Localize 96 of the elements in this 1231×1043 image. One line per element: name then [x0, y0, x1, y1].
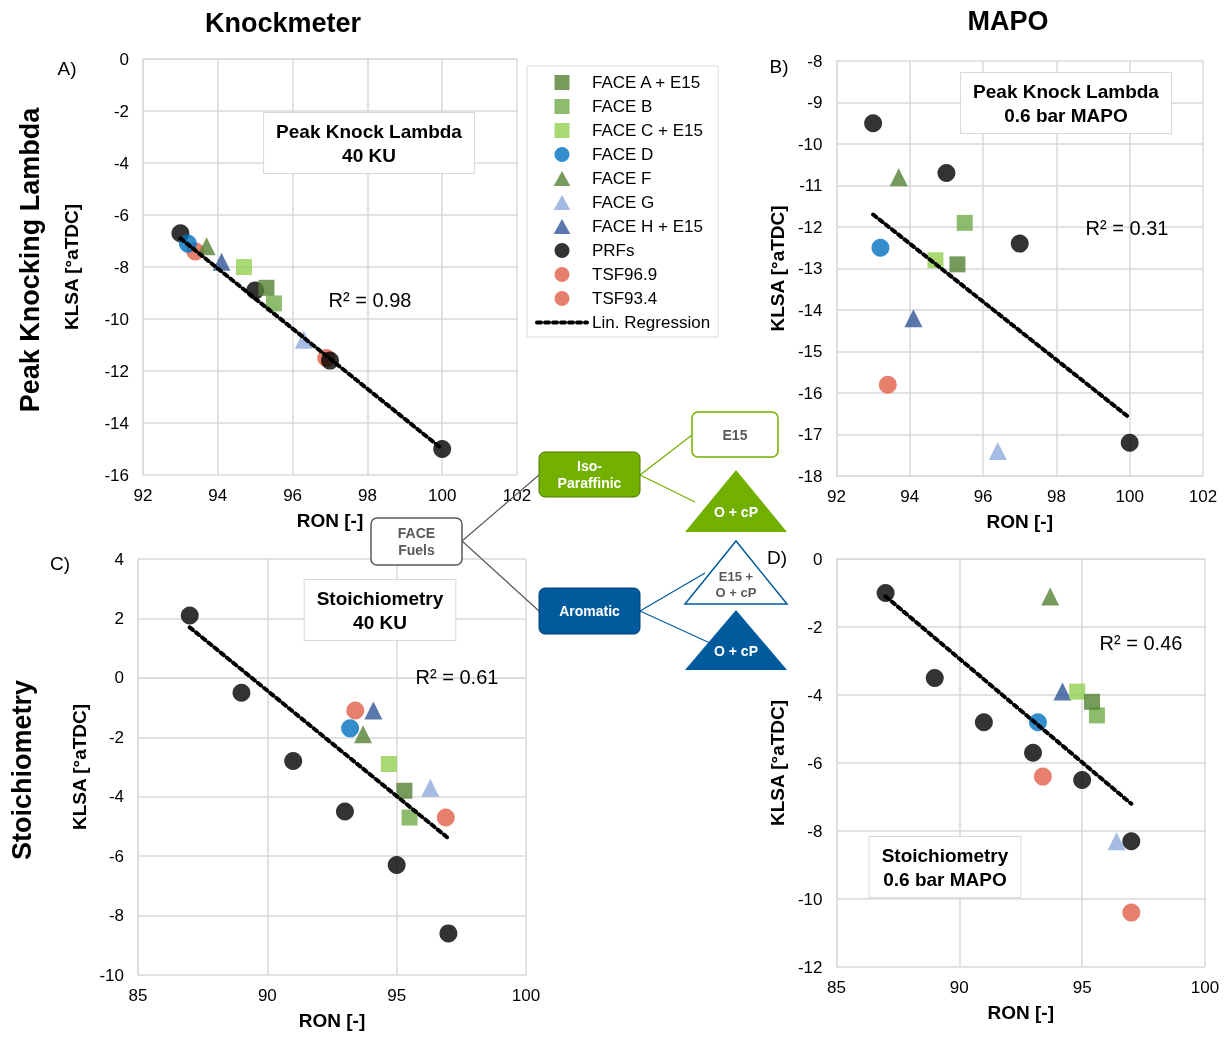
x-tick-label: 95: [387, 986, 407, 1005]
y-tick-label: -4: [108, 787, 124, 807]
y-tick-label: -10: [797, 889, 823, 909]
y-tick-label: -12: [797, 957, 823, 977]
legend-label: FACE G: [592, 193, 655, 212]
text: A): [57, 57, 77, 79]
y-tick-label: -16: [797, 383, 823, 403]
annotation: Stoichiometry 0.6 bar MAPO: [881, 844, 1009, 890]
chart-title: Knockmeter: [204, 7, 362, 38]
y-tick-label: -10: [797, 134, 823, 154]
x-tick-label: 102: [1188, 487, 1218, 506]
x-axis-title: RON [-]: [296, 510, 364, 531]
y-tick-label: -4: [113, 153, 129, 173]
x-tick-label: 92: [827, 487, 846, 506]
y-axis-title: KLSA [°aTDC]: [68, 703, 90, 831]
y-tick-label: -8: [807, 821, 823, 841]
y-tick-label: -6: [113, 205, 129, 225]
legend-label: TSF93.4: [592, 289, 658, 308]
x-tick-label: 90: [257, 986, 277, 1005]
x-tick-label: 100: [428, 486, 457, 505]
legend-label: FACE C + E15: [592, 121, 704, 140]
y-tick-label: -2: [807, 617, 823, 637]
x-axis-title: RON [-]: [986, 511, 1053, 532]
y-tick-label: -8: [113, 257, 129, 277]
y-tick-label: -10: [99, 965, 124, 985]
x-tick-label: 90: [949, 978, 969, 997]
legend-label: TSF96.9: [592, 265, 658, 284]
rounded-box: Iso- Paraffinic: [538, 451, 641, 498]
text: Stoichiometry: [7, 679, 37, 861]
annotation: R² = 0.31: [1085, 217, 1169, 239]
triangle-shape: O + cP: [685, 610, 787, 670]
y-tick-label: -9: [807, 93, 823, 112]
legend-label: PRFs: [592, 241, 635, 260]
annotation: R² = 0.98: [328, 289, 412, 311]
y-tick-label: -2: [113, 101, 129, 121]
x-tick-label: 102: [502, 486, 532, 505]
y-tick-label: -6: [108, 846, 124, 866]
annotation: R² = 0.61: [415, 666, 499, 688]
triangle-shape: O + cP: [685, 470, 787, 532]
y-axis-title: KLSA [°aTDC]: [61, 203, 82, 331]
y-tick-label: -13: [797, 259, 823, 278]
legend-label: Lin. Regression: [592, 313, 711, 332]
y-tick-label: -8: [807, 51, 823, 71]
y-tick-label: 0: [114, 668, 124, 688]
y-tick-label: -12: [104, 361, 129, 381]
y-tick-label: -14: [797, 300, 823, 320]
x-tick-label: 94: [900, 487, 920, 506]
text: C): [49, 552, 71, 574]
x-axis-title: RON [-]: [298, 1010, 366, 1031]
legend-label: FACE B: [592, 97, 653, 116]
legend-label: FACE D: [592, 145, 654, 164]
x-tick-label: 96: [973, 487, 993, 506]
y-tick-label: -18: [797, 466, 823, 486]
x-tick-label: 85: [827, 978, 846, 997]
y-tick-label: -4: [807, 685, 823, 705]
annotation: Peak Knock Lambda 0.6 bar MAPO: [973, 80, 1160, 126]
y-tick-label: 2: [114, 608, 124, 628]
x-tick-label: 100: [511, 986, 541, 1005]
x-tick-label: 92: [133, 486, 153, 505]
y-tick-label: -14: [104, 413, 129, 433]
rounded-box: Aromatic: [538, 587, 641, 635]
x-tick-label: 98: [1046, 487, 1066, 506]
annotation: R² = 0.46: [1099, 632, 1183, 654]
legend-label: FACE A + E15: [592, 73, 701, 92]
text: Peak Knocking Lambda: [15, 106, 45, 413]
rounded-box: FACE Fuels: [370, 517, 463, 566]
legend-label: FACE F: [592, 169, 652, 188]
x-tick-label: 85: [128, 986, 148, 1005]
chart-title: MAPO: [967, 5, 1049, 36]
y-axis-title: KLSA [°aTDC]: [767, 699, 788, 827]
text: D): [766, 546, 788, 568]
y-tick-label: -11: [799, 176, 823, 195]
text: B): [769, 55, 789, 77]
x-tick-label: 96: [283, 486, 303, 505]
y-tick-label: -16: [104, 465, 129, 485]
x-tick-label: 98: [357, 486, 377, 505]
annotation: Peak Knock Lambda 40 KU: [276, 120, 463, 166]
y-tick-label: 0: [813, 549, 823, 569]
x-tick-label: 95: [1072, 978, 1092, 997]
x-tick-label: 100: [1115, 487, 1144, 506]
y-tick-label: -15: [797, 342, 823, 361]
y-axis-title: KLSA [°aTDC]: [767, 205, 788, 332]
x-tick-label: 100: [1190, 978, 1220, 997]
y-tick-label: -10: [104, 309, 129, 329]
y-tick-label: -6: [807, 753, 823, 773]
y-tick-label: -12: [797, 217, 823, 237]
x-axis-title: RON [-]: [987, 1002, 1054, 1023]
y-tick-label: -17: [797, 425, 823, 444]
legend-label: FACE H + E15: [592, 217, 704, 236]
x-tick-label: 94: [208, 486, 228, 505]
annotation: Stoichiometry 40 KU: [316, 587, 444, 633]
y-tick-label: -2: [108, 727, 124, 747]
y-tick-label: 4: [114, 549, 124, 569]
y-tick-label: -8: [108, 906, 124, 926]
y-tick-label: 0: [119, 49, 129, 69]
rounded-box: E15: [691, 411, 779, 458]
